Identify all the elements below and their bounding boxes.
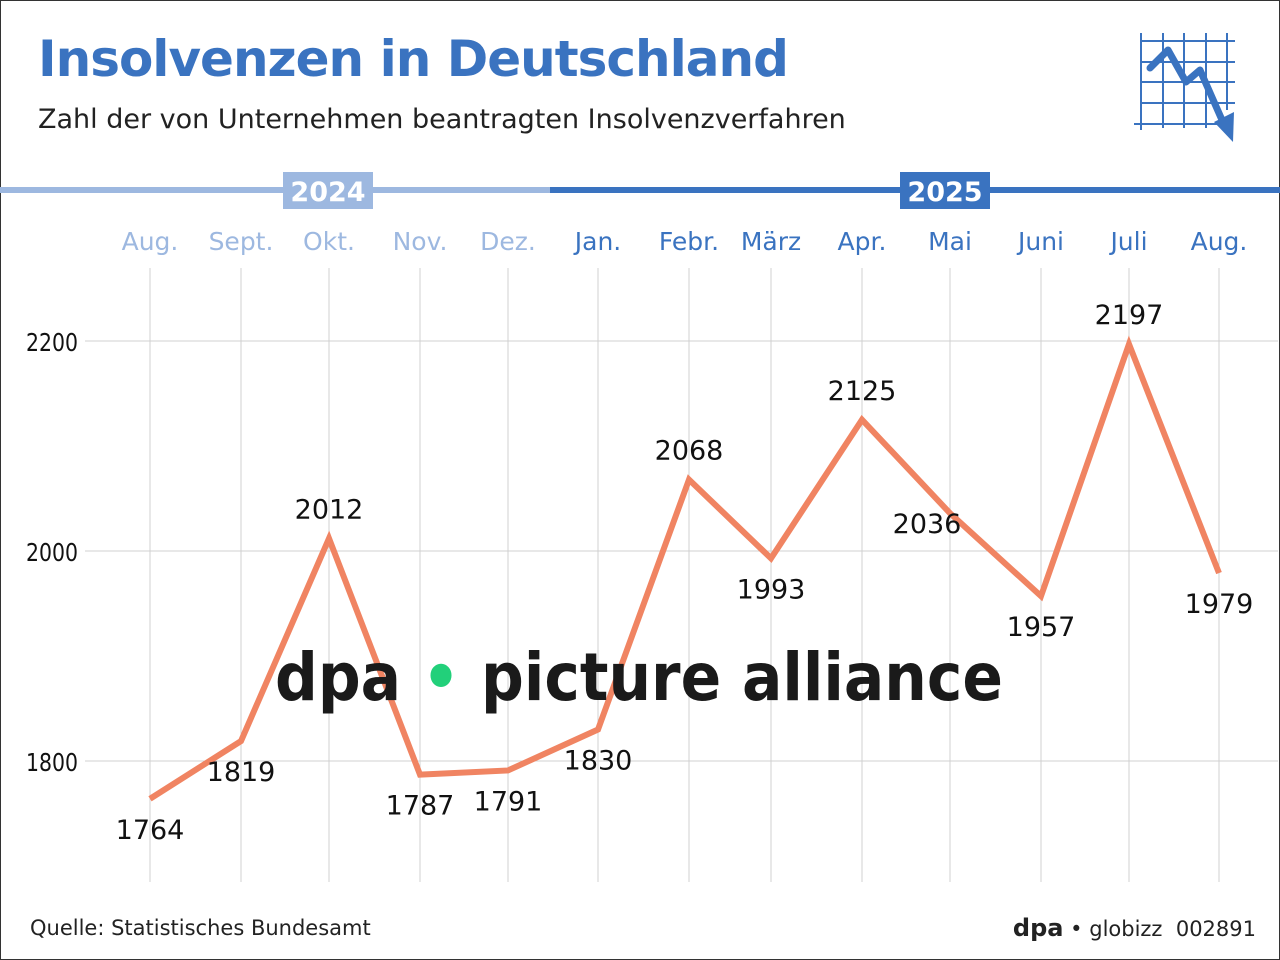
data-label: 2012: [295, 494, 364, 525]
chart-title: Insolvenzen in Deutschland: [38, 30, 789, 88]
data-label: 1957: [1007, 612, 1076, 643]
year-label: 2024: [290, 177, 365, 208]
credit-id: 002891: [1175, 917, 1256, 941]
x-tick-label: Dez.: [480, 227, 536, 256]
data-label: 1787: [386, 791, 455, 822]
data-label: 1819: [207, 757, 276, 788]
data-label: 1764: [116, 815, 185, 846]
x-tick-label: Okt.: [303, 227, 355, 256]
x-tick-label: Aug.: [122, 227, 179, 256]
x-tick-label: Jan.: [573, 227, 621, 256]
source-note: Quelle: Statistisches Bundesamt: [30, 916, 371, 940]
year-badge-2025: [900, 172, 990, 209]
y-tick-label: 2000: [26, 538, 78, 567]
year-label: 2025: [907, 177, 982, 208]
credit-brand: dpa: [1012, 914, 1064, 942]
series-line: [148, 335, 1222, 802]
x-tick-label: Juni: [1016, 227, 1064, 256]
data-label: 1993: [737, 574, 806, 605]
x-tick-label: Aug.: [1191, 227, 1248, 256]
x-tick-label: Sept.: [209, 227, 274, 256]
data-label: 1830: [564, 746, 633, 777]
line-chart-down-icon: [1134, 33, 1235, 142]
data-label: 1791: [474, 786, 543, 817]
y-tick-label: 1800: [26, 748, 78, 777]
data-label: 2125: [828, 376, 897, 407]
data-label: 1979: [1185, 589, 1254, 620]
x-tick-label: Febr.: [659, 227, 719, 256]
data-label: 2197: [1095, 300, 1164, 331]
data-label: 2068: [655, 436, 724, 467]
x-tick-label: Apr.: [838, 227, 887, 256]
watermark-logo: dpa • picture alliance: [275, 639, 1003, 716]
data-label: 2036: [893, 509, 962, 540]
x-tick-label: Mai: [928, 227, 972, 256]
chart-subtitle: Zahl der von Unternehmen beantragten Ins…: [38, 104, 846, 135]
year-bar-2024: [0, 187, 550, 193]
credit: dpa • globizz 002891: [1012, 914, 1256, 942]
x-tick-label: Nov.: [393, 227, 448, 256]
x-tick-label: März: [741, 227, 801, 256]
x-tick-label: Juli: [1108, 227, 1147, 256]
y-tick-label: 2200: [26, 328, 78, 357]
credit-product: globizz: [1089, 917, 1163, 941]
year-badge-2024: [283, 172, 373, 209]
